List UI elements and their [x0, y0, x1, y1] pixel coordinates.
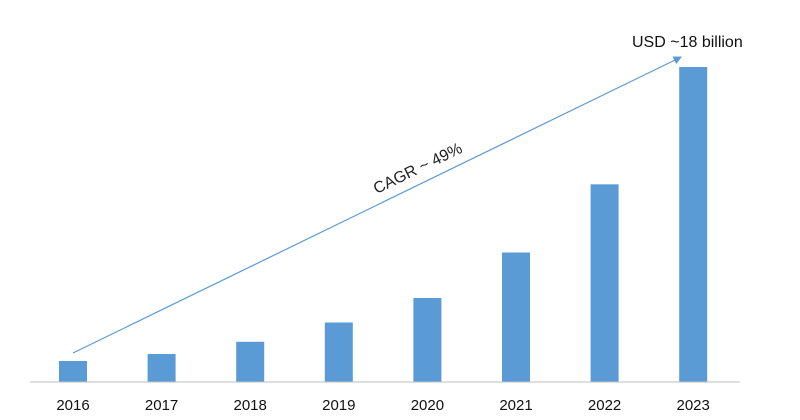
- bar-2023: [679, 67, 708, 382]
- bar-2022: [590, 184, 619, 383]
- x-tick-label-2020: 2020: [411, 397, 444, 414]
- end-value-annotation: USD ~18 billion: [632, 34, 743, 51]
- bars-group: [59, 67, 708, 383]
- bar-2021: [502, 252, 530, 382]
- x-axis-ticks: 2016 2017 2018 2019 2020 2021 2022 2023: [56, 397, 710, 414]
- x-tick-label-2023: 2023: [677, 397, 710, 414]
- x-tick-label-2016: 2016: [56, 397, 89, 414]
- x-tick-label-2021: 2021: [499, 397, 532, 414]
- bar-2016: [59, 361, 87, 382]
- cagr-arrow: [72, 56, 682, 354]
- x-tick-label-2017: 2017: [145, 397, 178, 414]
- x-tick-label-2022: 2022: [588, 397, 621, 414]
- bar-2019: [324, 322, 353, 382]
- bar-2018: [236, 341, 265, 383]
- x-tick-label-2019: 2019: [322, 397, 355, 414]
- bar-2020: [413, 298, 442, 382]
- x-tick-label-2018: 2018: [234, 397, 267, 414]
- bar-2017: [147, 354, 176, 382]
